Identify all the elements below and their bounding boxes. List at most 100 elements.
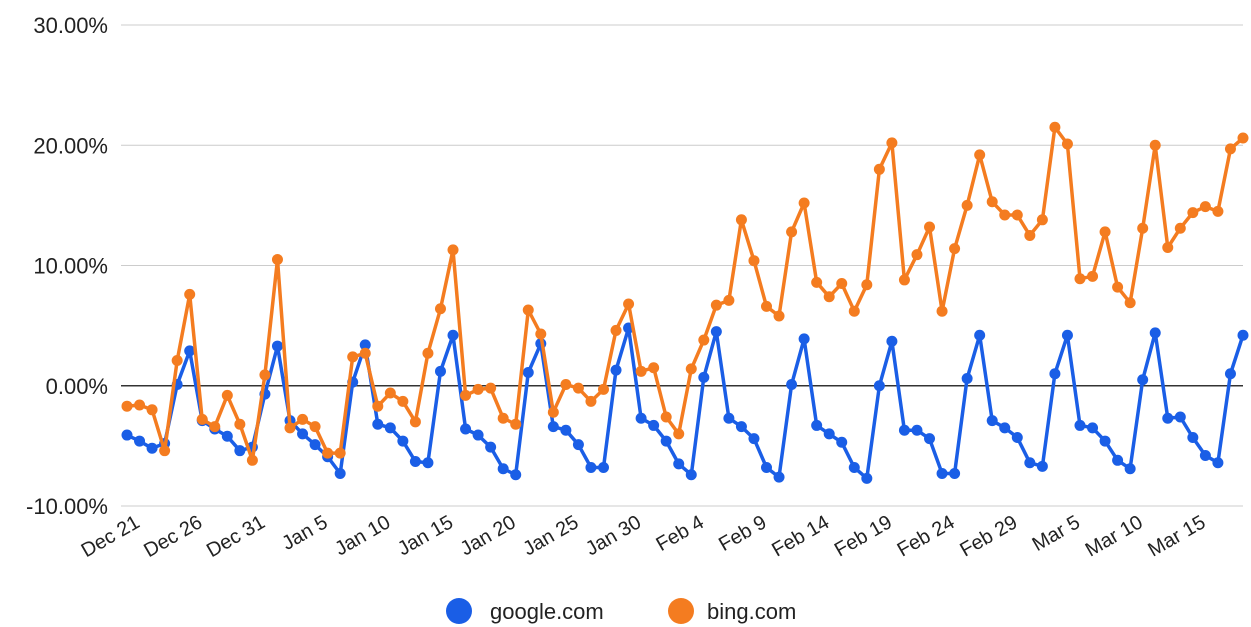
data-point bbox=[510, 469, 522, 481]
data-point bbox=[786, 379, 798, 391]
data-point bbox=[648, 362, 660, 374]
data-point bbox=[974, 149, 986, 161]
data-point bbox=[1036, 214, 1048, 226]
data-point bbox=[1024, 229, 1036, 241]
legend-label: bing.com bbox=[707, 599, 796, 624]
x-tick-label: Mar 10 bbox=[1082, 511, 1147, 561]
data-point bbox=[234, 445, 246, 457]
legend-swatch bbox=[446, 598, 472, 624]
data-point bbox=[898, 274, 910, 286]
legend-item: bing.com bbox=[668, 598, 796, 624]
data-point bbox=[635, 365, 647, 377]
data-point bbox=[710, 299, 722, 311]
series-bing-com bbox=[121, 121, 1249, 466]
data-point bbox=[472, 429, 484, 441]
data-point bbox=[560, 424, 572, 436]
data-point bbox=[1174, 222, 1186, 234]
data-point bbox=[1049, 368, 1061, 380]
x-tick-label: Dec 26 bbox=[140, 511, 206, 562]
data-point bbox=[1187, 431, 1199, 443]
data-point bbox=[823, 291, 835, 303]
data-point bbox=[685, 363, 697, 375]
data-point bbox=[911, 249, 923, 261]
data-point bbox=[171, 354, 183, 366]
data-point bbox=[710, 326, 722, 338]
data-point bbox=[121, 429, 133, 441]
data-point bbox=[246, 454, 258, 466]
data-point bbox=[1149, 139, 1161, 151]
data-point bbox=[184, 345, 196, 357]
data-point bbox=[384, 422, 396, 434]
data-point bbox=[898, 424, 910, 436]
data-point bbox=[547, 421, 559, 433]
data-point bbox=[359, 339, 371, 351]
x-tick-label: Feb 19 bbox=[831, 511, 896, 561]
data-point bbox=[1112, 454, 1124, 466]
data-point bbox=[284, 422, 296, 434]
data-point bbox=[924, 221, 936, 233]
legend-item: google.com bbox=[446, 598, 604, 624]
data-point bbox=[510, 418, 522, 430]
data-point bbox=[422, 347, 434, 359]
data-point bbox=[384, 387, 396, 399]
data-point bbox=[447, 329, 459, 341]
data-point bbox=[397, 395, 409, 407]
data-point bbox=[873, 380, 885, 392]
data-point bbox=[1237, 132, 1249, 144]
data-point bbox=[698, 334, 710, 346]
data-point bbox=[1024, 457, 1036, 469]
data-point bbox=[221, 430, 233, 442]
data-point bbox=[259, 369, 271, 381]
data-point bbox=[434, 303, 446, 315]
data-point bbox=[1124, 463, 1136, 475]
data-point bbox=[698, 371, 710, 383]
data-point bbox=[560, 379, 572, 391]
data-point bbox=[986, 415, 998, 427]
x-tick-label: Jan 30 bbox=[582, 511, 645, 560]
y-tick-label: 20.00% bbox=[33, 133, 108, 158]
data-point bbox=[723, 412, 735, 424]
data-point bbox=[472, 383, 484, 395]
data-point bbox=[1074, 419, 1086, 431]
data-point bbox=[811, 419, 823, 431]
data-point bbox=[1224, 368, 1236, 380]
data-point bbox=[836, 436, 848, 448]
data-point bbox=[409, 416, 421, 428]
data-point bbox=[397, 435, 409, 447]
data-point bbox=[271, 340, 283, 352]
data-point bbox=[873, 163, 885, 175]
data-point bbox=[886, 137, 898, 149]
x-tick-label: Jan 20 bbox=[457, 511, 520, 560]
data-point bbox=[372, 418, 384, 430]
data-point bbox=[297, 413, 309, 425]
data-point bbox=[1087, 422, 1099, 434]
data-point bbox=[823, 428, 835, 440]
data-point bbox=[761, 462, 773, 474]
data-point bbox=[485, 441, 497, 453]
data-point bbox=[297, 428, 309, 440]
series-layer bbox=[121, 121, 1249, 484]
data-point bbox=[309, 421, 321, 433]
data-point bbox=[974, 329, 986, 341]
data-point bbox=[1124, 297, 1136, 309]
data-point bbox=[497, 412, 509, 424]
data-point bbox=[936, 305, 948, 317]
data-point bbox=[460, 423, 472, 435]
data-point bbox=[485, 382, 497, 394]
data-point bbox=[1149, 327, 1161, 339]
data-point bbox=[660, 435, 672, 447]
data-point bbox=[735, 421, 747, 433]
x-tick-label: Feb 14 bbox=[768, 511, 833, 561]
data-point bbox=[949, 243, 961, 255]
data-point bbox=[209, 421, 221, 433]
data-point bbox=[1011, 431, 1023, 443]
data-point bbox=[134, 435, 146, 447]
y-tick-label: 0.00% bbox=[46, 374, 108, 399]
data-point bbox=[848, 305, 860, 317]
data-point bbox=[1011, 209, 1023, 221]
data-point bbox=[497, 463, 509, 475]
x-tick-label: Jan 15 bbox=[394, 511, 457, 560]
data-point bbox=[1137, 222, 1149, 234]
data-point bbox=[1087, 270, 1099, 282]
